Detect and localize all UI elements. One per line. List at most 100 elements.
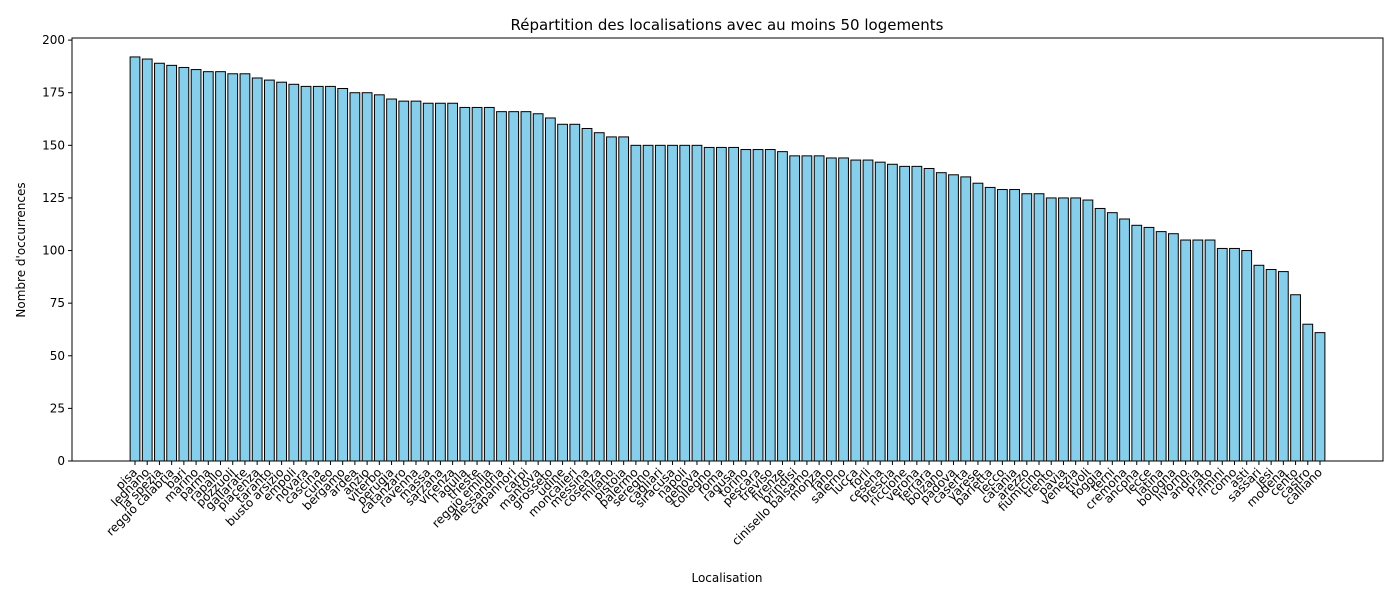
bar <box>679 144 691 462</box>
bar <box>825 157 837 462</box>
bar <box>1119 218 1130 462</box>
bar <box>508 111 520 462</box>
y-tick-label: 100 <box>42 244 65 258</box>
y-tick-label: 175 <box>42 86 65 100</box>
bar <box>850 159 862 462</box>
bar <box>276 81 287 462</box>
bar <box>691 144 703 462</box>
bar <box>1241 250 1253 462</box>
y-tick-label: 50 <box>50 349 65 363</box>
bar <box>496 111 507 462</box>
bar <box>386 98 397 462</box>
bar <box>337 88 349 462</box>
bar <box>129 56 141 462</box>
bar <box>789 155 801 462</box>
bar <box>166 64 178 462</box>
bar <box>459 106 471 462</box>
bar <box>667 144 678 462</box>
bar <box>410 100 422 462</box>
bar <box>1106 212 1118 462</box>
bar <box>215 71 226 462</box>
bar <box>178 66 190 462</box>
x-axis-label: Localisation <box>691 571 762 585</box>
bar <box>764 149 776 462</box>
bar <box>740 149 752 462</box>
y-tick-label: 125 <box>42 191 65 205</box>
bar <box>190 69 202 462</box>
bar <box>569 123 581 462</box>
bar <box>996 189 1008 462</box>
bar <box>398 100 410 462</box>
bar <box>1180 239 1192 462</box>
y-tick-label: 0 <box>57 454 65 468</box>
bar <box>911 165 923 462</box>
bar <box>1277 271 1289 462</box>
bar <box>154 62 165 462</box>
bar <box>1192 239 1204 462</box>
bar <box>141 58 153 462</box>
bar <box>716 146 727 462</box>
bar <box>862 159 874 462</box>
bar <box>1045 197 1057 462</box>
bar <box>728 146 739 462</box>
bar <box>544 117 556 462</box>
y-tick-label: 75 <box>50 296 65 310</box>
bar <box>239 73 251 462</box>
bar <box>972 182 984 462</box>
bar <box>838 157 849 462</box>
bar <box>654 144 666 462</box>
bar <box>899 165 911 462</box>
bar <box>1216 247 1228 462</box>
bar <box>1314 332 1326 462</box>
bar <box>1204 239 1216 462</box>
bar <box>642 144 654 462</box>
bar <box>1229 247 1240 462</box>
bar <box>606 136 617 462</box>
bar <box>312 85 324 462</box>
bar <box>202 71 214 462</box>
bar <box>1021 193 1033 462</box>
bar <box>923 167 935 462</box>
bar <box>288 83 300 462</box>
bar <box>1155 231 1167 462</box>
bar <box>935 172 947 462</box>
bar <box>1094 207 1106 462</box>
bar <box>361 92 373 462</box>
bar <box>1168 233 1179 462</box>
bar <box>948 174 959 462</box>
bar <box>581 127 593 462</box>
y-tick-label: 150 <box>42 138 65 152</box>
bar <box>874 161 886 462</box>
bar <box>373 94 385 462</box>
bar <box>1033 193 1045 462</box>
y-tick-label: 200 <box>42 33 65 47</box>
bar <box>630 144 642 462</box>
bar <box>325 85 336 462</box>
bar <box>557 123 568 462</box>
bar <box>471 106 483 462</box>
bar <box>593 132 605 462</box>
plot-frame <box>71 37 1384 462</box>
bar <box>1058 197 1069 462</box>
chart-title: Répartition des localisations avec au mo… <box>510 16 943 34</box>
bar <box>435 102 446 462</box>
bar <box>483 106 495 462</box>
bar <box>752 149 764 462</box>
bar <box>887 163 898 462</box>
bar <box>1131 224 1143 462</box>
bar <box>227 73 239 462</box>
bar <box>1302 323 1314 462</box>
bar <box>532 113 544 462</box>
bar <box>1143 226 1155 462</box>
y-axis-label: Nombre d'occurrences <box>14 182 28 317</box>
bar <box>703 146 715 462</box>
bar <box>1082 199 1094 462</box>
bar <box>1009 189 1020 462</box>
bar <box>1290 294 1301 462</box>
bar <box>251 77 263 462</box>
bar <box>300 85 312 462</box>
bar <box>984 186 996 462</box>
bar <box>801 155 813 462</box>
bar <box>263 79 275 462</box>
